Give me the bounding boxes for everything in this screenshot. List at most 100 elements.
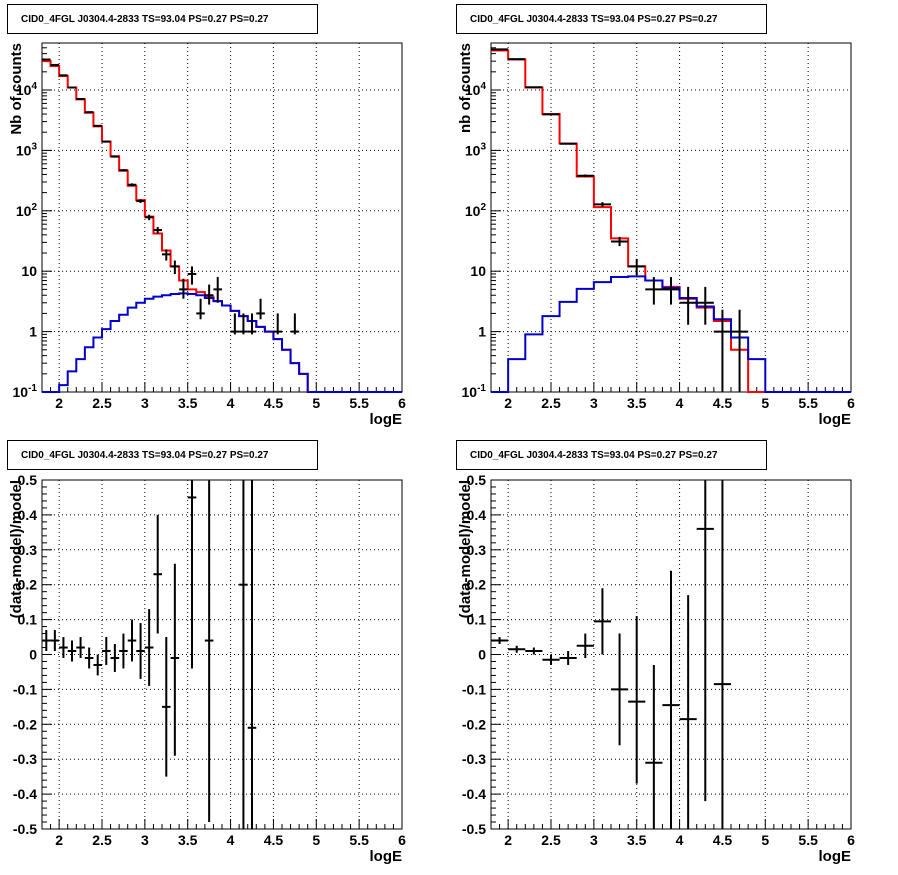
y-tick-label: 10 bbox=[470, 263, 486, 279]
data-point bbox=[93, 124, 102, 127]
x-tick-label: 4.5 bbox=[713, 395, 733, 411]
y-tick-label: 1 bbox=[478, 324, 486, 340]
y-tick-label: 104 bbox=[465, 81, 487, 98]
y-tick-label: 0.2 bbox=[18, 577, 38, 593]
x-tick-label: 6 bbox=[398, 395, 406, 411]
data-point bbox=[102, 637, 111, 665]
data-point bbox=[247, 480, 257, 829]
x-tick-label: 3.5 bbox=[627, 395, 647, 411]
data-point bbox=[576, 633, 594, 658]
x-tick-label: 3 bbox=[590, 395, 598, 411]
data-point bbox=[170, 260, 180, 274]
data-point bbox=[93, 654, 102, 676]
data-point bbox=[247, 313, 257, 335]
data-point bbox=[713, 480, 731, 829]
data-point bbox=[662, 570, 680, 829]
data-point bbox=[50, 630, 60, 652]
x-axis-label: logE bbox=[370, 411, 403, 428]
x-tick-label: 5 bbox=[312, 832, 320, 848]
data-point bbox=[42, 630, 51, 652]
y-tick-label: -0.1 bbox=[462, 681, 486, 697]
x-tick-label: 3.5 bbox=[178, 832, 198, 848]
data-point bbox=[508, 645, 526, 653]
y-tick-label: 10 bbox=[21, 263, 37, 279]
data-point bbox=[525, 86, 543, 89]
data-point bbox=[162, 249, 171, 261]
data-point bbox=[239, 480, 248, 829]
data-point bbox=[84, 647, 94, 669]
data-point bbox=[645, 277, 663, 305]
y-tick-label: -0.3 bbox=[462, 751, 486, 767]
data-point bbox=[256, 298, 265, 320]
data-point bbox=[187, 480, 197, 669]
y-axis-label: Nb of counts bbox=[8, 43, 25, 135]
data-point bbox=[76, 637, 85, 658]
data-point bbox=[290, 313, 300, 335]
x-tick-label: 4.5 bbox=[264, 395, 284, 411]
y-tick-label: 0.5 bbox=[467, 472, 487, 488]
y-tick-label: 0.4 bbox=[467, 507, 487, 523]
data-point bbox=[110, 644, 120, 672]
x-tick-label: 5 bbox=[312, 395, 320, 411]
data-point bbox=[102, 140, 111, 143]
x-tick-label: 6 bbox=[398, 832, 406, 848]
data-point bbox=[525, 647, 543, 655]
data-point bbox=[119, 169, 128, 172]
x-tick-label: 3 bbox=[590, 832, 598, 848]
data-point bbox=[179, 278, 188, 299]
x-tick-label: 2.5 bbox=[541, 832, 561, 848]
data-point bbox=[153, 514, 162, 634]
data-point bbox=[196, 298, 205, 320]
y-tick-label: -0.2 bbox=[462, 716, 486, 732]
data-point bbox=[542, 654, 560, 665]
y-tick-label: 103 bbox=[465, 141, 487, 158]
data-point bbox=[136, 623, 145, 679]
data-point bbox=[67, 86, 77, 89]
x-tick-label: 5 bbox=[761, 395, 769, 411]
chart-title: CID0_4FGL J0304.4-2833 TS=93.04 PS=0.27 … bbox=[456, 4, 767, 34]
x-tick-label: 5.5 bbox=[349, 832, 369, 848]
x-tick-label: 4 bbox=[676, 395, 684, 411]
model-step-line bbox=[491, 49, 851, 393]
data-point bbox=[204, 480, 214, 823]
x-tick-label: 4 bbox=[227, 395, 235, 411]
x-axis-label: logE bbox=[370, 848, 403, 865]
x-tick-label: 4 bbox=[227, 832, 235, 848]
data-point bbox=[204, 284, 214, 305]
data-point bbox=[273, 313, 282, 335]
y-tick-label: -0.4 bbox=[462, 786, 486, 802]
data-point bbox=[144, 214, 154, 221]
y-tick-label: 0.5 bbox=[18, 472, 38, 488]
data-point bbox=[628, 616, 646, 784]
y-tick-label: 0.3 bbox=[467, 542, 487, 558]
data-point bbox=[67, 640, 77, 662]
chart-title: CID0_4FGL J0304.4-2833 TS=93.04 PS=0.27 … bbox=[7, 4, 318, 34]
data-point bbox=[239, 313, 248, 335]
y-tick-label: 0.4 bbox=[18, 507, 38, 523]
data-point bbox=[153, 226, 162, 234]
x-tick-label: 2.5 bbox=[92, 832, 112, 848]
data-point bbox=[576, 174, 594, 178]
data-point bbox=[593, 588, 611, 655]
panel-residual-right: 2 2.5 3 3.5 4 4.5 5 5.5 6 -0.5 -0.4 -0.3 -0.2 -0.1 0 0.… bbox=[457, 472, 855, 865]
model-step-line bbox=[42, 60, 402, 393]
data-point bbox=[59, 637, 68, 658]
data-point bbox=[731, 309, 749, 392]
y-tick-label: -0.5 bbox=[13, 821, 37, 837]
data-point bbox=[84, 111, 94, 114]
data-point bbox=[144, 609, 154, 686]
data-point bbox=[213, 277, 222, 303]
data-point bbox=[127, 619, 137, 662]
x-tick-label: 5.5 bbox=[349, 395, 369, 411]
data-point bbox=[679, 286, 697, 325]
x-tick-label: 2 bbox=[504, 832, 512, 848]
y-tick-label: -0.3 bbox=[13, 751, 37, 767]
data-point bbox=[713, 309, 731, 392]
data-point bbox=[170, 563, 180, 756]
x-tick-label: 6 bbox=[847, 832, 855, 848]
y-tick-label: 0.1 bbox=[18, 612, 38, 628]
y-tick-label: 0 bbox=[478, 647, 486, 663]
y-tick-label: 1 bbox=[29, 324, 37, 340]
x-tick-label: 3 bbox=[141, 395, 149, 411]
x-tick-label: 2 bbox=[504, 395, 512, 411]
